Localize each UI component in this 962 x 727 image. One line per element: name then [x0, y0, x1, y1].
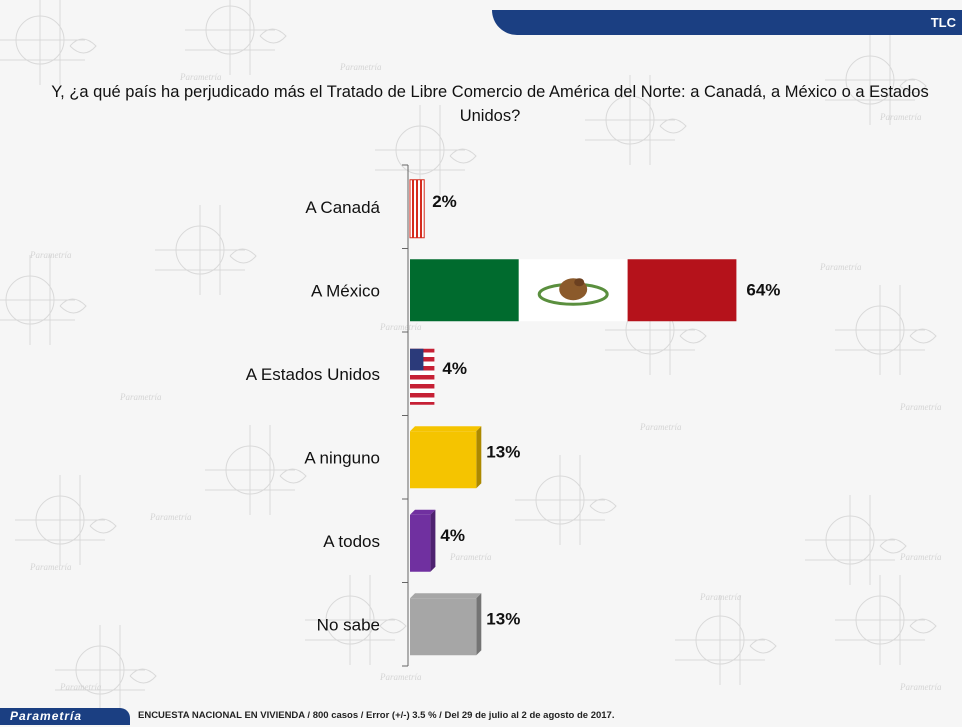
svg-text:Parametría: Parametría: [379, 322, 422, 332]
svg-text:Parametría: Parametría: [819, 262, 862, 272]
category-label: A ninguno: [304, 448, 380, 467]
svg-text:Parametría: Parametría: [149, 512, 192, 522]
bar-face: [410, 598, 477, 656]
bar-segment: [410, 259, 519, 322]
svg-text:Parametría: Parametría: [59, 682, 102, 692]
category-label: A México: [311, 281, 380, 300]
bar-canton: [410, 348, 424, 371]
svg-text:Parametría: Parametría: [339, 62, 382, 72]
data-label: 4%: [440, 526, 465, 545]
svg-text:Parametría: Parametría: [899, 402, 942, 412]
bar-face: [410, 431, 477, 489]
bar-top: [410, 509, 436, 515]
bar: [410, 259, 737, 322]
data-label: 13%: [486, 609, 520, 628]
bar: [410, 509, 436, 572]
svg-text:Parametría: Parametría: [899, 552, 942, 562]
category-label: No sabe: [317, 615, 380, 634]
footer-note: ENCUESTA NACIONAL EN VIVIENDA / 800 caso…: [138, 710, 615, 721]
chart-title: Y, ¿a qué país ha perjudicado más el Tra…: [51, 83, 929, 125]
data-label: 4%: [442, 359, 467, 378]
bar-segment: [627, 259, 737, 322]
bar-side: [476, 426, 482, 489]
footer-logo: Parametría: [0, 708, 130, 725]
svg-text:Parametría: Parametría: [29, 250, 72, 260]
bar-face: [409, 179, 425, 239]
svg-text:Parametría: Parametría: [449, 552, 492, 562]
bar-side: [430, 509, 436, 572]
category-label: A Estados Unidos: [246, 365, 380, 384]
category-label: A Canadá: [305, 198, 380, 217]
svg-text:Parametría: Parametría: [699, 592, 742, 602]
bar-side: [476, 593, 482, 656]
bar-top: [410, 593, 482, 599]
svg-text:Parametría: Parametría: [179, 72, 222, 82]
emblem-eagle-head: [574, 278, 585, 287]
svg-text:Parametría: Parametría: [879, 112, 922, 122]
bar: [410, 348, 435, 405]
svg-text:Parametría: Parametría: [29, 562, 72, 572]
svg-text:Parametría: Parametría: [119, 392, 162, 402]
watermark-pattern: Parametría Parametría Parametría Parametría…: [0, 0, 942, 715]
svg-text:Parametría: Parametría: [639, 422, 682, 432]
data-label: 13%: [486, 442, 520, 461]
svg-text:Parametría: Parametría: [899, 682, 942, 692]
bar: [409, 179, 425, 239]
data-label: 64%: [746, 280, 780, 299]
category-label: A todos: [323, 532, 380, 551]
data-label: 2%: [432, 192, 457, 211]
bar-top: [410, 426, 482, 432]
bar: [410, 593, 482, 656]
section-tag: TLC: [930, 15, 956, 30]
bar-chart: A Canadá 2% A México 64% A Estados Unidos 4% A…: [246, 164, 780, 667]
bar: [410, 426, 482, 489]
svg-text:Parametría: Parametría: [379, 672, 422, 682]
bar-face: [410, 514, 431, 572]
header-bar: TLC: [492, 10, 962, 35]
